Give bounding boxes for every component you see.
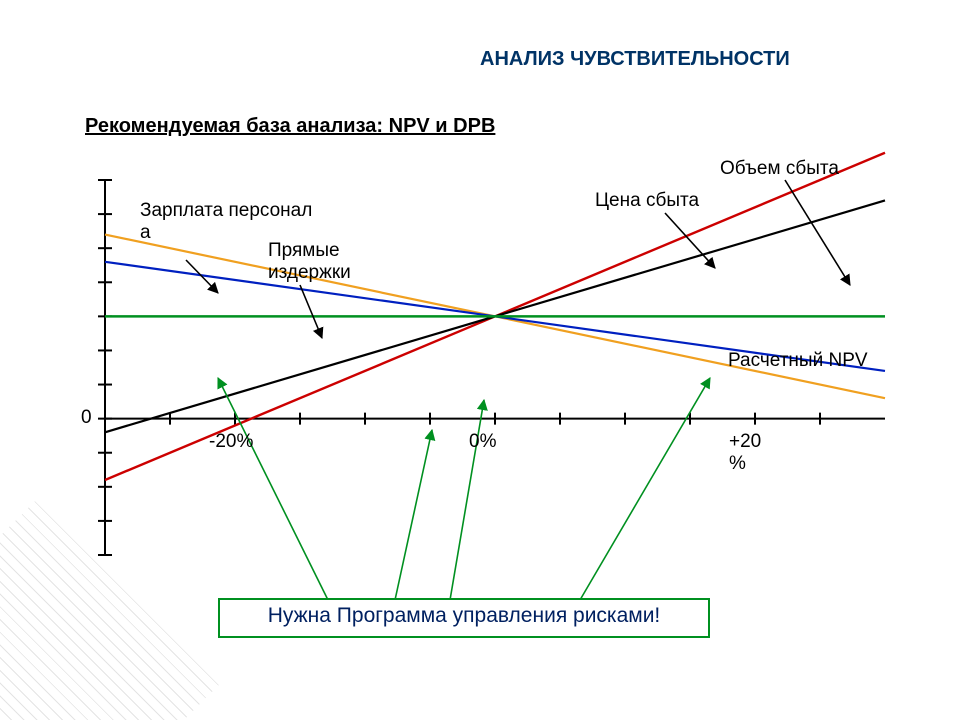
series-label-calc_npv: Расчетный NPV <box>728 350 868 372</box>
annotation-arrow <box>665 213 715 268</box>
x-axis-tick-label: -20% <box>209 431 253 453</box>
y-axis-zero-label: 0 <box>81 407 92 429</box>
annotation-arrow <box>785 180 850 285</box>
annotation-arrow <box>395 430 432 600</box>
series-label-salary: Зарплата персонал а <box>140 200 312 244</box>
series-label-price: Цена сбыта <box>595 190 699 212</box>
annotation-arrow <box>218 378 328 600</box>
risk-callout: Нужна Программа управления рисками! <box>218 598 710 638</box>
annotation-arrow <box>580 378 710 600</box>
x-axis-tick-label: 0% <box>469 431 496 453</box>
annotation-arrow <box>300 285 322 338</box>
series-label-volume: Объем сбыта <box>720 158 839 180</box>
series-label-direct_costs: Прямые издержки <box>268 240 351 284</box>
x-axis-tick-label: +20 % <box>729 431 761 475</box>
risk-callout-text: Нужна Программа управления рисками! <box>268 604 661 627</box>
